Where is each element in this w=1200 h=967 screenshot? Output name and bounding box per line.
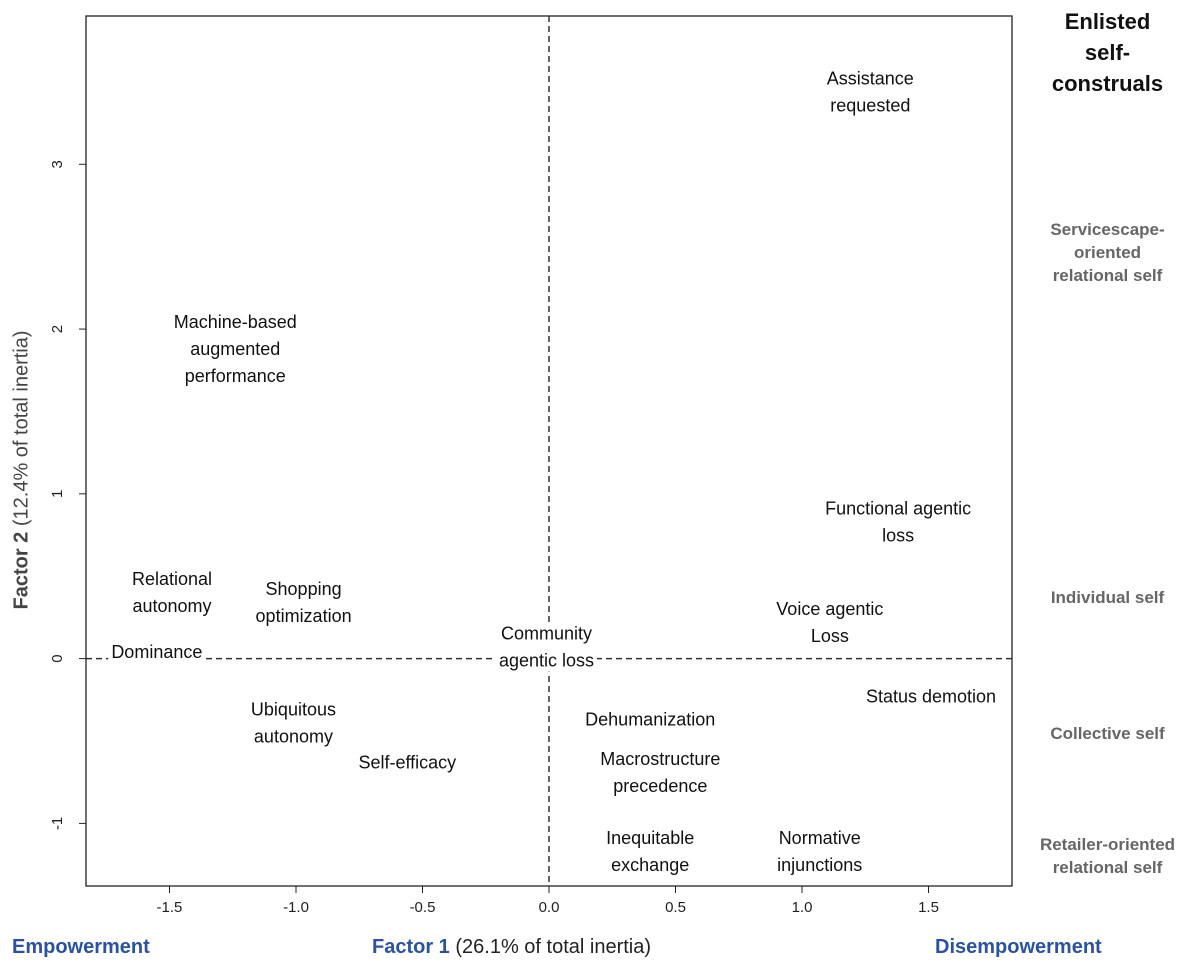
point-label-line: Ubiquitous xyxy=(251,699,336,719)
reference-lines xyxy=(86,16,1012,886)
point-label-line: performance xyxy=(185,366,286,386)
category-collective-self: Collective self xyxy=(1020,722,1195,745)
side-title-line: self- xyxy=(1084,40,1131,65)
point-label: Normative injunctions xyxy=(777,828,862,875)
point-label: Voice agentic Loss xyxy=(776,599,883,646)
point-label: Relational autonomy xyxy=(132,569,212,616)
x-axis-title-rest: (26.1% of total inertia) xyxy=(449,936,652,958)
x-axis-title-bold: Factor 1 xyxy=(372,936,450,958)
point-label: Machine-based augmented performance xyxy=(174,312,297,386)
point-label: Shopping optimization xyxy=(256,579,352,626)
point-label: Status demotion xyxy=(866,687,996,707)
point-label-line: Shopping xyxy=(266,579,342,599)
point-label-line: autonomy xyxy=(132,596,211,616)
empowerment-label: Empowerment xyxy=(12,936,150,958)
point-label-background xyxy=(822,497,975,547)
x-tick-label: 0.0 xyxy=(539,899,560,916)
x-tick-label: -0.5 xyxy=(410,899,436,916)
category-line: oriented xyxy=(1073,243,1142,262)
x-axis-title: Factor 1 (26.1% of total inertia) xyxy=(372,936,651,959)
point-label-line: Normative xyxy=(779,828,861,848)
side-title-line: construals xyxy=(1051,71,1164,96)
x-axis: -1.5 -1.0 -0.5 0.0 0.5 1.0 1.5 xyxy=(157,886,939,916)
point-label: Assistance requested xyxy=(827,68,914,115)
point-label-line: exchange xyxy=(611,855,689,875)
y-tick-label: 2 xyxy=(49,325,66,333)
point-label-line: Assistance xyxy=(827,68,914,88)
point-label: Functional agentic loss xyxy=(825,498,971,545)
category-retailer-oriented: Retailer-oriented relational self xyxy=(1020,833,1195,879)
point-label-line: injunctions xyxy=(777,855,862,875)
point-label-line: Machine-based xyxy=(174,312,297,332)
category-line: relational self xyxy=(1052,266,1163,285)
point-label-line: autonomy xyxy=(254,726,333,746)
point-label: Community agentic loss xyxy=(499,624,594,671)
category-line: Servicescape- xyxy=(1050,220,1165,239)
point-label-line: Functional agentic xyxy=(825,498,971,518)
point-label-line: requested xyxy=(830,95,910,115)
point-label-background xyxy=(252,578,355,628)
point-label-background xyxy=(774,826,866,876)
side-title-line: Enlisted xyxy=(1064,9,1151,34)
point-label-background xyxy=(170,310,300,387)
point-label-background xyxy=(823,67,917,117)
point-label-background xyxy=(773,597,887,647)
x-tick-label: 1.0 xyxy=(792,899,813,916)
point-label-line: Macrostructure xyxy=(600,749,720,769)
y-tick-label: 0 xyxy=(49,654,66,662)
x-tick-label: 0.5 xyxy=(665,899,686,916)
x-tick-label: -1.5 xyxy=(157,899,183,916)
point-label-line: agentic loss xyxy=(499,651,594,671)
x-tick-label: -1.0 xyxy=(283,899,309,916)
y-tick-label: 3 xyxy=(49,160,66,168)
point-label-line: augmented xyxy=(190,339,280,359)
point-label: Inequitable exchange xyxy=(606,828,694,875)
category-individual-self: Individual self xyxy=(1020,586,1195,609)
point-label: Dominance xyxy=(111,642,202,662)
point-label-line: Community xyxy=(501,624,592,644)
category-line: Collective self xyxy=(1050,724,1165,743)
y-tick-label: -1 xyxy=(49,817,66,830)
point-label-line: loss xyxy=(882,525,914,545)
point-label-line: Voice agentic xyxy=(776,599,883,619)
point-label-line: Loss xyxy=(811,626,849,646)
point-label-background xyxy=(862,685,1000,708)
point-label-line: Status demotion xyxy=(866,687,996,707)
category-line: Retailer-oriented xyxy=(1039,835,1176,854)
y-tick-label: 1 xyxy=(49,490,66,498)
point-label-background xyxy=(128,568,216,618)
category-servicescape: Servicescape- oriented relational self xyxy=(1020,218,1195,287)
point-label-background xyxy=(108,641,206,664)
category-line: relational self xyxy=(1052,858,1163,877)
y-axis-title-bold: Factor 2 xyxy=(10,531,33,610)
point-label-line: Inequitable xyxy=(606,828,694,848)
x-tick-label: 1.5 xyxy=(918,899,939,916)
point-label: Dehumanization xyxy=(585,710,715,730)
point-labels: Assistance requested Machine-based augmente… xyxy=(108,67,1000,876)
point-label-background xyxy=(582,708,719,731)
point-label-line: precedence xyxy=(613,776,707,796)
point-label: Macrostructure precedence xyxy=(600,749,720,796)
point-label-background xyxy=(597,747,724,797)
point-label-line: Relational xyxy=(132,569,212,589)
category-line: Individual self xyxy=(1050,588,1165,607)
side-panel-title: Enlisted self- construals xyxy=(1020,6,1195,99)
y-axis: -1 0 1 2 3 xyxy=(49,160,86,830)
point-label-background xyxy=(355,751,460,774)
disempowerment-label: Disempowerment xyxy=(935,936,1102,958)
point-label: Ubiquitous autonomy xyxy=(251,699,336,746)
point-label-line: optimization xyxy=(256,606,352,626)
y-axis-title-rest: (12.4% of total inertia) xyxy=(10,330,33,532)
point-label-line: Self-efficacy xyxy=(358,752,456,772)
point-label-background xyxy=(495,622,598,672)
point-label-line: Dehumanization xyxy=(585,710,715,730)
point-label: Self-efficacy xyxy=(358,752,456,772)
point-label-line: Dominance xyxy=(111,642,202,662)
point-label-background xyxy=(603,826,698,876)
point-label-background xyxy=(247,698,339,748)
